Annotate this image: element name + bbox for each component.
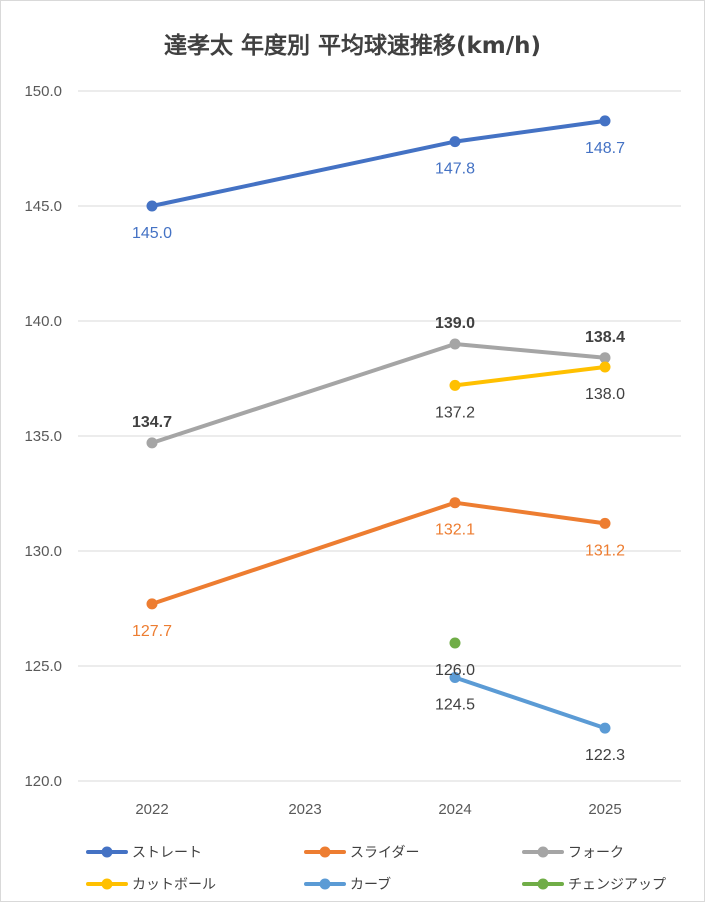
series-line-segment: [453, 500, 607, 526]
legend-marker: [101, 878, 113, 890]
series-line-segment: [453, 365, 607, 388]
data-point: [146, 200, 158, 212]
legend-label: チェンジアップ: [568, 877, 666, 893]
axis-labels: 120.0 125.0 130.0 135.0 140.0 145.0 150.0 2022 2…: [24, 83, 621, 818]
legend-label: ストレート: [132, 845, 202, 861]
data-label: 131.2: [585, 542, 625, 559]
series-line-segment: [453, 675, 607, 731]
data-point: [599, 361, 611, 373]
x-tick-label: 2022: [135, 801, 168, 818]
legend-label: フォーク: [568, 845, 624, 861]
data-point: [599, 115, 611, 127]
series-line-segment: [150, 500, 457, 606]
legend-marker: [537, 846, 549, 858]
data-label: 122.3: [585, 747, 625, 764]
data-point: [449, 136, 461, 148]
y-tick-label: 120.0: [24, 773, 62, 790]
legend-entry: スライダー: [304, 845, 419, 861]
legend-entry: カーブ: [304, 876, 391, 893]
data-label: 127.7: [132, 623, 172, 640]
data-point: [599, 352, 611, 364]
data-point: [599, 517, 611, 529]
legend-marker: [537, 878, 549, 890]
gridlines: [78, 90, 681, 782]
data-label: 145.0: [132, 225, 172, 242]
legend-label: カットボール: [132, 877, 216, 893]
data-point: [449, 672, 461, 683]
data-label: 148.7: [585, 140, 625, 157]
data-label: 126.0: [435, 662, 475, 679]
series-line-segment: [453, 342, 607, 360]
data-label: 138.0: [585, 386, 625, 403]
y-tick-label: 145.0: [24, 198, 62, 215]
y-tick-label: 135.0: [24, 428, 62, 445]
data-label: 147.8: [435, 161, 475, 178]
x-tick-label: 2025: [588, 801, 621, 818]
data-labels: 145.0 147.8 148.7 127.7 132.1 131.2 134.7 139.0…: [132, 140, 625, 764]
legend-entry: ストレート: [86, 845, 202, 861]
data-point: [146, 598, 158, 610]
chart-title: 達孝太 年度別 平均球速推移(km/h): [163, 33, 542, 59]
series-line-segment: [150, 342, 457, 445]
y-tick-label: 140.0: [24, 313, 62, 330]
legend-marker: [101, 846, 113, 858]
legend-entry: フォーク: [522, 845, 624, 861]
y-tick-label: 150.0: [24, 83, 62, 100]
data-point: [449, 637, 461, 649]
series-lines: [146, 115, 611, 734]
series-line-segment: [453, 118, 607, 144]
series-line-segment: [150, 139, 457, 208]
legend-marker: [319, 846, 331, 858]
data-point: [449, 379, 461, 391]
y-tick-label: 125.0: [24, 658, 62, 675]
data-label: 138.4: [585, 329, 625, 346]
data-label: 132.1: [435, 522, 475, 539]
data-label: 137.2: [435, 404, 475, 421]
x-tick-label: 2024: [438, 801, 471, 818]
legend-marker: [319, 878, 331, 890]
legend-entry: チェンジアップ: [522, 877, 666, 893]
x-tick-label: 2023: [288, 801, 321, 818]
data-point: [599, 722, 611, 734]
data-label: 139.0: [435, 315, 475, 332]
data-point: [146, 437, 158, 449]
legend-label: カーブ: [350, 876, 391, 893]
data-point: [449, 338, 461, 350]
data-label: 134.7: [132, 414, 172, 431]
data-label: 124.5: [435, 697, 475, 714]
legend-entry: カットボール: [86, 877, 216, 893]
y-tick-label: 130.0: [24, 543, 62, 560]
data-point: [449, 497, 461, 509]
legend-label: スライダー: [350, 845, 419, 861]
